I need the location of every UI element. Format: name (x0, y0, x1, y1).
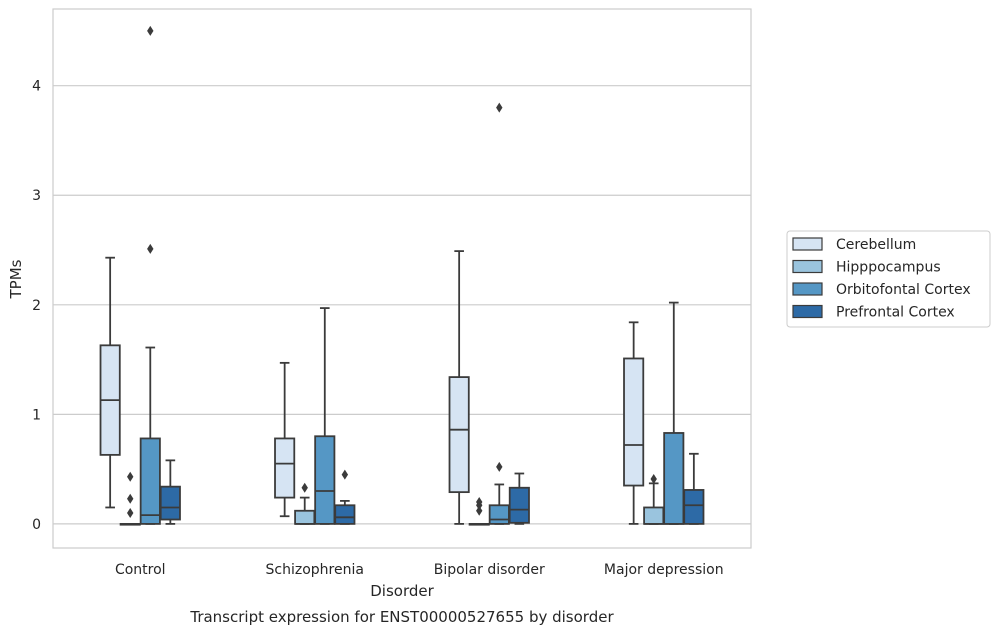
legend-swatch (792, 259, 823, 274)
box-series-group (99, 25, 705, 526)
outlier-marker (476, 496, 483, 507)
legend-label: Prefrontal Cortex (836, 305, 955, 321)
x-tick-label: Schizophrenia (266, 562, 364, 578)
box-iqr (334, 504, 356, 525)
legend-frame (786, 230, 991, 328)
legend-swatch (792, 282, 823, 296)
plot-area-frame (52, 8, 752, 549)
box-iqr (314, 435, 336, 525)
box-orbitofontal-cortex (488, 102, 510, 525)
outlier-marker (496, 102, 503, 113)
box-prefrontal-cortex (508, 472, 530, 525)
y-tick-label: 2 (32, 298, 41, 314)
y-tick-label: 1 (32, 407, 41, 423)
box-hipppocampus (643, 473, 665, 525)
box-orbitofontal-cortex (314, 307, 336, 525)
box-iqr (508, 486, 530, 524)
box-cerebellum (448, 250, 470, 525)
legend-swatch (792, 304, 823, 319)
legend-swatch (792, 237, 823, 251)
y-tick-label: 0 (32, 517, 41, 533)
box-iqr (139, 437, 161, 525)
box-iqr (643, 506, 665, 525)
box-iqr (683, 489, 705, 525)
box-cerebellum (274, 361, 296, 518)
box-cerebellum (623, 321, 645, 525)
x-tick-label: Bipolar disorder (434, 562, 545, 578)
box-cerebellum (99, 256, 121, 509)
box-prefrontal-cortex (334, 469, 356, 525)
x-tick-label: Control (115, 562, 166, 578)
box-orbitofontal-cortex (663, 301, 685, 525)
outlier-marker (127, 507, 134, 518)
box-orbitofontal-cortex (139, 25, 161, 525)
outlier-marker (147, 243, 154, 254)
box-iqr (159, 485, 181, 521)
legend-label: Hipppocampus (836, 260, 941, 276)
outlier-marker (301, 482, 308, 493)
outlier-marker (496, 461, 503, 472)
outlier-marker (650, 473, 657, 484)
x-axis-label: Disorder (370, 582, 434, 600)
y-tick-label: 4 (32, 79, 41, 95)
box-iqr (663, 432, 685, 525)
box-iqr (488, 504, 510, 525)
outlier-marker (127, 493, 134, 504)
y-axis-ticks: 0 1 2 3 4 (32, 79, 41, 533)
box-prefrontal-cortex (683, 452, 705, 525)
outlier-marker (147, 25, 154, 36)
outlier-marker (341, 469, 349, 480)
y-tick-label: 3 (32, 188, 41, 204)
legend: Cerebellum Hipppocampus Orbitofontal Corte… (786, 230, 991, 328)
box-iqr (448, 376, 470, 494)
box-prefrontal-cortex (159, 459, 181, 525)
box-iqr (274, 437, 296, 499)
y-axis-label: TPMs (7, 259, 25, 299)
x-tick-label: Major depression (604, 562, 724, 578)
outlier-marker (476, 505, 483, 516)
box-hipppocampus (468, 496, 490, 526)
outlier-marker (127, 471, 134, 482)
legend-label: Orbitofontal Cortex (836, 282, 971, 298)
box-hipppocampus (294, 482, 316, 525)
x-axis-ticks: Control Schizophrenia Bipolar disorder Majo… (115, 562, 724, 578)
box-iqr (294, 509, 316, 525)
box-iqr (623, 357, 645, 487)
legend-label: Cerebellum (836, 237, 916, 253)
chart-caption: Transcript expression for ENST0000052765… (189, 608, 614, 626)
